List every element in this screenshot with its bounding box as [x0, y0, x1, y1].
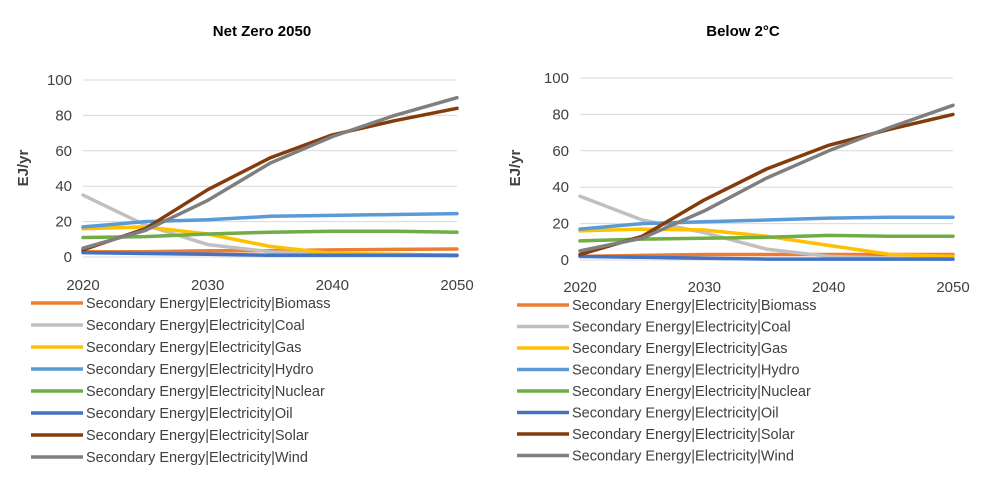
chart-title: Below 2°C [706, 23, 780, 40]
y-axis-label: EJ/yr [15, 149, 32, 186]
series-line-gas [578, 227, 955, 259]
x-tick-label: 2020 [66, 277, 99, 294]
legend-entry: Secondary Energy|Electricity|Biomass [572, 298, 816, 314]
series-line-oil [578, 254, 955, 261]
series-line-nuclear [81, 229, 459, 240]
legend-entry: Secondary Energy|Electricity|Coal [86, 318, 305, 334]
legend-entry: Secondary Energy|Electricity|Gas [572, 341, 787, 357]
x-tick-label: 2030 [191, 277, 224, 294]
series-line-solar [578, 112, 955, 257]
chart-panel-net-zero: Net Zero 2050 EJ/yr 0 20 40 60 80 100 2020 2030 20… [0, 0, 495, 493]
x-tick-label: 2050 [936, 279, 969, 296]
legend-entry: Secondary Energy|Electricity|Wind [86, 450, 308, 466]
legend-entry: Secondary Energy|Electricity|Biomass [86, 296, 330, 312]
y-tick-label: 20 [552, 216, 569, 233]
x-tick-label: 2020 [563, 279, 596, 296]
chart-title: Net Zero 2050 [213, 23, 311, 40]
series-line-hydro [578, 215, 955, 231]
legend-entry: Secondary Energy|Electricity|Coal [572, 320, 791, 336]
y-tick-label: 40 [552, 179, 569, 196]
y-tick-label: 80 [55, 107, 72, 124]
y-tick-label: 60 [55, 143, 72, 160]
legend-entry: Secondary Energy|Electricity|Wind [572, 449, 794, 465]
y-tick-label: 100 [47, 72, 72, 89]
legend-entry: Secondary Energy|Electricity|Hydro [572, 363, 800, 379]
x-tick-label: 2040 [316, 277, 349, 294]
series-line-oil [81, 250, 459, 257]
y-tick-label: 80 [552, 106, 569, 123]
y-tick-label: 100 [544, 70, 569, 87]
y-tick-label: 40 [55, 178, 72, 195]
legend-entry: Secondary Energy|Electricity|Hydro [86, 362, 314, 378]
legend-entry: Secondary Energy|Electricity|Solar [572, 427, 795, 443]
y-tick-label: 0 [561, 252, 569, 269]
series-line-wind [81, 95, 459, 250]
x-tick-label: 2050 [440, 277, 473, 294]
y-tick-label: 60 [552, 143, 569, 160]
series-line-hydro [81, 211, 459, 229]
legend-entry: Secondary Energy|Electricity|Oil [86, 406, 293, 422]
legend-entry: Secondary Energy|Electricity|Nuclear [86, 384, 325, 400]
series-line-wind [578, 103, 955, 253]
x-tick-label: 2040 [812, 279, 845, 296]
y-tick-label: 0 [64, 249, 72, 266]
legend-entry: Secondary Energy|Electricity|Solar [86, 428, 309, 444]
legend-entry: Secondary Energy|Electricity|Nuclear [572, 384, 811, 400]
x-tick-label: 2030 [688, 279, 721, 296]
y-tick-label: 20 [55, 214, 72, 231]
y-axis-label: EJ/yr [507, 149, 524, 186]
chart-panel-below-2c: Below 2°C EJ/yr 0 20 40 60 80 100 2020 2030 2040 20… [496, 0, 991, 493]
legend-entry: Secondary Energy|Electricity|Oil [572, 406, 779, 422]
legend-entry: Secondary Energy|Electricity|Gas [86, 340, 301, 356]
